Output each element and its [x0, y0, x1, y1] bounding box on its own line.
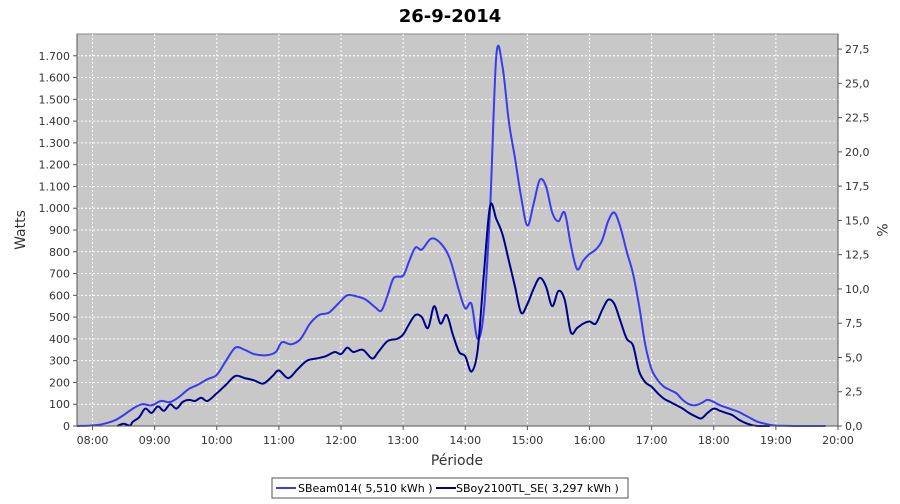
- y2-tick-label: 12,5: [845, 249, 870, 262]
- x-tick-label: 10:00: [201, 434, 233, 447]
- y-tick-label: 1.400: [39, 115, 71, 128]
- y-tick-label: 1.000: [39, 202, 71, 215]
- x-tick-label: 20:00: [822, 434, 854, 447]
- x-tick-label: 19:00: [760, 434, 792, 447]
- y-tick-label: 800: [49, 246, 70, 259]
- x-tick-label: 11:00: [263, 434, 295, 447]
- y-tick-label: 1.600: [39, 72, 71, 85]
- legend-entry-sboy2100tl: SBoy2100TL_SE( 3,297 kWh ): [456, 482, 619, 495]
- x-tick-label: 16:00: [574, 434, 606, 447]
- y-tick-label: 1.300: [39, 137, 71, 150]
- series-lines: [76, 45, 826, 427]
- x-tick-label: 12:00: [325, 434, 357, 447]
- chart-title: 26-9-2014: [399, 6, 502, 27]
- y-axis-right: 0,0 2,5 5,0 7,5 10,0 12,5 15,0 17,5 20,0 22,5 25,0…: [837, 34, 870, 433]
- y-tick-label: 100: [49, 398, 70, 411]
- legend-entry-sbeam014: SBeam014( 5,510 kWh ): [298, 482, 433, 495]
- y2-tick-label: 22,5: [845, 112, 870, 125]
- y-tick-label: 1.700: [39, 50, 71, 63]
- y-tick-label: 1.500: [39, 93, 71, 106]
- y2-tick-label: 2,5: [845, 386, 863, 399]
- y2-tick-label: 15,0: [845, 214, 870, 227]
- y-axis-left: 0 100 200 300 400 500 600 700 800 900 1.000 1.100 1.…: [39, 34, 78, 433]
- y2-tick-label: 20,0: [845, 146, 870, 159]
- y2-axis-label: %: [873, 223, 889, 236]
- y-tick-label: 300: [49, 355, 70, 368]
- x-tick-label: 17:00: [636, 434, 668, 447]
- x-tick-label: 09:00: [139, 434, 171, 447]
- x-tick-label: 15:00: [512, 434, 544, 447]
- x-tick-label: 14:00: [449, 434, 481, 447]
- x-axis-label: Période: [431, 453, 483, 469]
- legend: SBeam014( 5,510 kWh ) SBoy2100TL_SE( 3,2…: [271, 477, 629, 499]
- x-axis: 08:00 09:00 10:00 11:00 12:00 13:00 14:00 15:00…: [77, 425, 854, 447]
- y2-tick-label: 10,0: [845, 283, 870, 296]
- y-tick-label: 1.200: [39, 159, 71, 172]
- y-tick-label: 0: [63, 420, 70, 433]
- x-tick-label: 18:00: [698, 434, 730, 447]
- y-tick-label: 1.100: [39, 180, 71, 193]
- y-tick-label: 400: [49, 333, 70, 346]
- y-tick-label: 200: [49, 376, 70, 389]
- x-tick-label: 13:00: [387, 434, 419, 447]
- grid-lines: [77, 34, 839, 426]
- x-tick-label: 08:00: [77, 434, 109, 447]
- y-tick-label: 600: [49, 289, 70, 302]
- y-tick-label: 900: [49, 224, 70, 237]
- y2-tick-label: 7,5: [845, 317, 863, 330]
- y2-tick-label: 17,5: [845, 180, 870, 193]
- y-tick-label: 500: [49, 311, 70, 324]
- y2-tick-label: 27,5: [845, 43, 870, 56]
- y-axis-label: Watts: [13, 210, 29, 250]
- series-line-sboy2100tl: [117, 202, 770, 427]
- y-tick-label: 700: [49, 268, 70, 281]
- y2-tick-label: 5,0: [845, 351, 863, 364]
- y2-tick-label: 0,0: [845, 420, 863, 433]
- series-line-sbeam014: [76, 45, 826, 427]
- y2-tick-label: 25,0: [845, 77, 870, 90]
